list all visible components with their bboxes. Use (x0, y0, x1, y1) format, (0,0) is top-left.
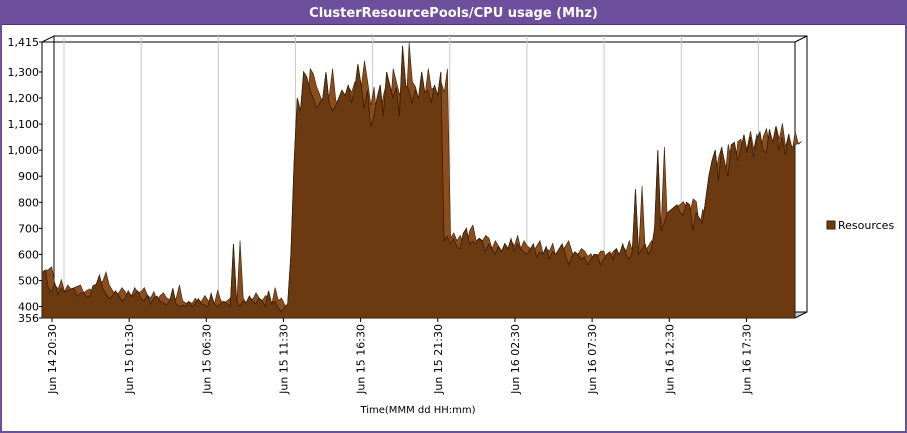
x-tick-label: Jun 15 06:30 (200, 324, 213, 395)
y-tick-label: 400 (18, 301, 39, 314)
x-tick-label: Jun 14 20:30 (46, 324, 59, 395)
x-tick-label: Jun 15 16:30 (355, 324, 368, 395)
x-tick-label: Jun 15 11:30 (277, 324, 290, 395)
y-tick-label: 1,000 (8, 144, 40, 157)
y-tick-label: 1,415 (8, 36, 40, 49)
y-tick-label: 600 (18, 248, 39, 261)
y-tick-label: 1,200 (8, 92, 40, 105)
x-tick-label: Jun 16 02:30 (509, 324, 522, 395)
y-tick-label: 500 (18, 274, 39, 287)
x-tick-label: Jun 15 01:30 (123, 324, 136, 395)
x-tick-label: Jun 16 07:30 (586, 324, 599, 395)
x-tick-label: Jun 16 12:30 (663, 324, 676, 395)
y-tick-label: 1,300 (8, 66, 40, 79)
y-tick-label: 900 (18, 170, 39, 183)
series-area (41, 42, 802, 319)
x-tick-label: Jun 16 17:30 (740, 324, 753, 395)
y-tick-label: 1,100 (8, 118, 40, 131)
legend-label: Resources (838, 219, 894, 232)
y-tick-label: 700 (18, 222, 39, 235)
legend-swatch (826, 220, 836, 230)
series-resources-area (41, 45, 796, 319)
plot-corner-edge (794, 35, 808, 43)
x-axis-title: Time(MMM dd HH:mm) (359, 405, 475, 416)
chart-title: ClusterResourcePools/CPU usage (Mhz) (2, 2, 905, 25)
x-axis: Jun 14 20:30 Jun 15 01:30 Jun 15 06:30 Jun … (46, 318, 753, 395)
y-tick-label: 356 (18, 312, 39, 325)
x-tick-label: Jun 15 21:30 (432, 324, 445, 395)
legend: Resources (826, 219, 894, 232)
y-tick-label: 800 (18, 196, 39, 209)
